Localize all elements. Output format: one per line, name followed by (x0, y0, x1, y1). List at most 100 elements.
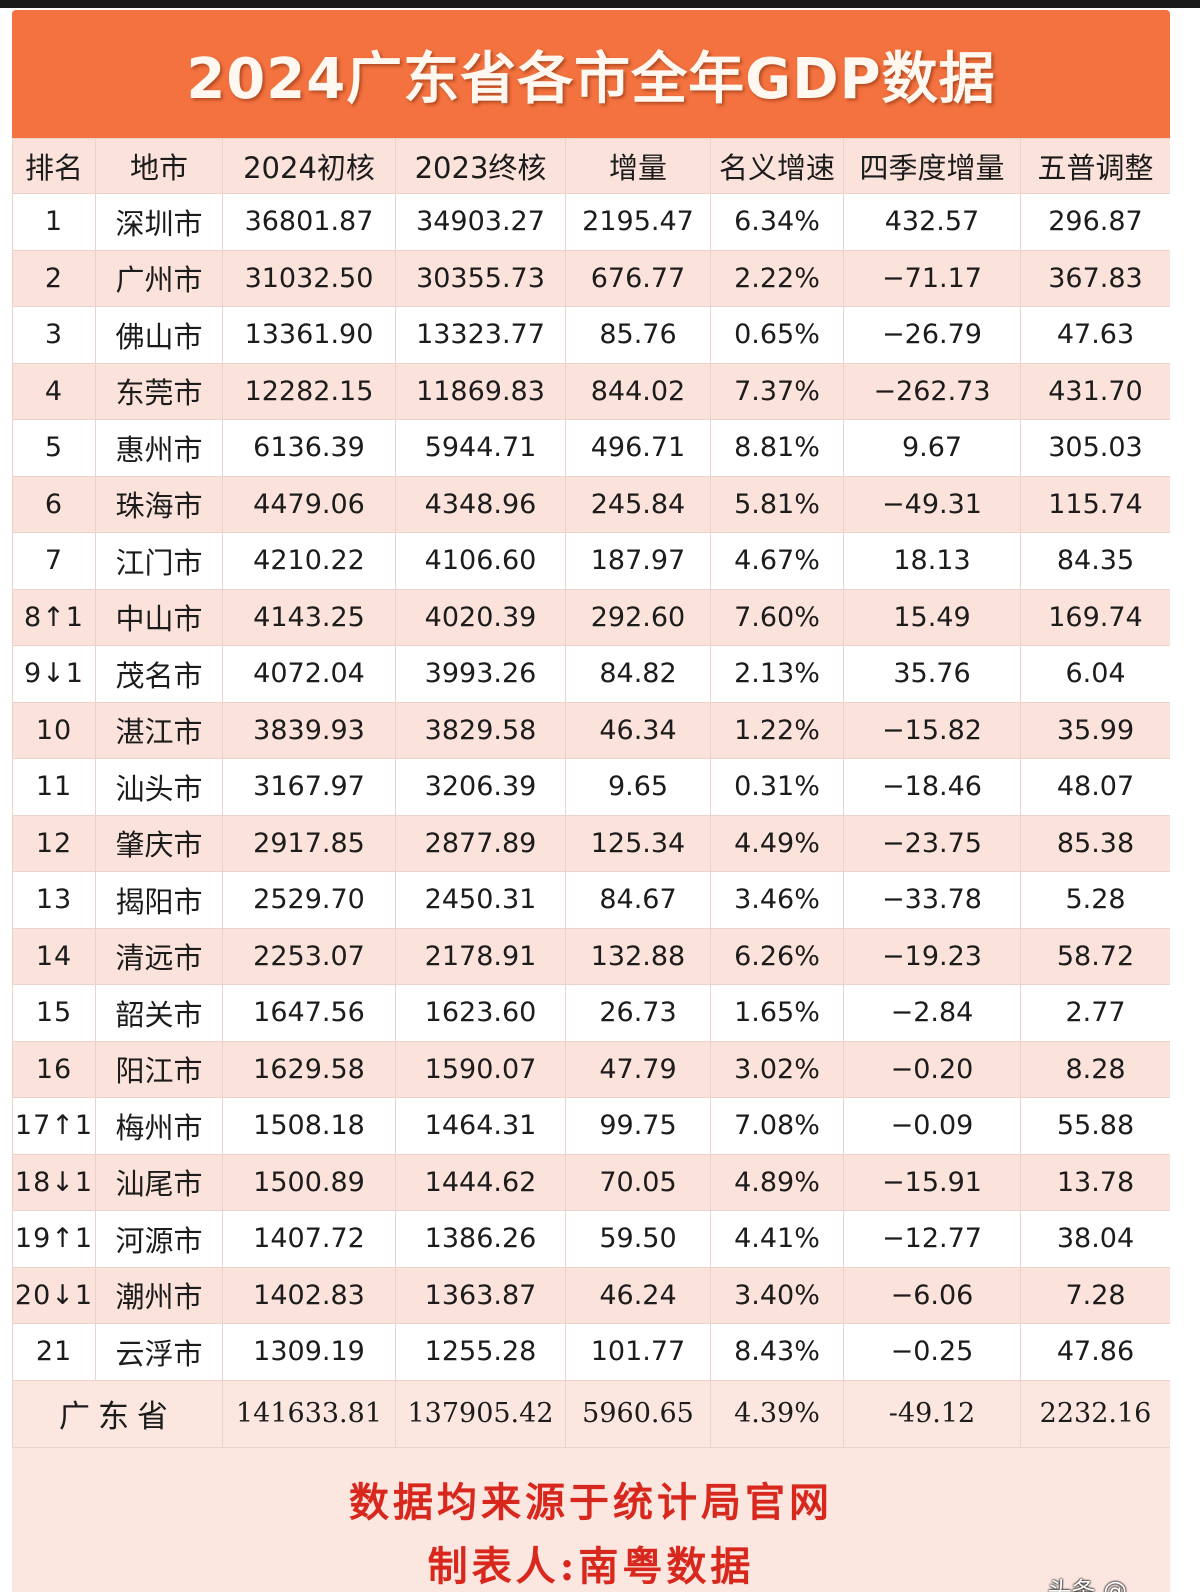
table-body: 1 深圳市 36801.87 34903.27 2195.47 6.34% 432.57 29… (12, 193, 1170, 1448)
q4-increase-cell: −0.25 (843, 1323, 1021, 1381)
city-cell: 韶关市 (95, 984, 223, 1042)
growth-cell: 3.02% (710, 1040, 844, 1098)
rank-cell: 1 (12, 193, 96, 251)
city-cell: 中山市 (95, 588, 223, 646)
gdp2023-cell: 1363.87 (395, 1266, 566, 1324)
growth-cell: 6.34% (710, 193, 844, 251)
rank-cell: 11 (12, 758, 96, 816)
column-header-census-adjust: 五普调整 (1020, 138, 1170, 194)
gdp2023-cell: 2877.89 (395, 814, 566, 872)
table-row: 13 揭阳市 2529.70 2450.31 84.67 3.46% −33.78 5.28 (12, 871, 1170, 929)
growth-cell: 2.22% (710, 249, 844, 307)
table-row: 15 韶关市 1647.56 1623.60 26.73 1.65% −2.84 2.77 (12, 984, 1170, 1042)
city-cell: 肇庆市 (95, 814, 223, 872)
q4-increase-cell: 35.76 (843, 645, 1021, 703)
rank-cell: 4 (12, 362, 96, 420)
q4-increase-cell: 18.13 (843, 532, 1021, 590)
column-header-city: 地市 (95, 138, 223, 194)
increase-cell: 85.76 (565, 306, 711, 364)
total-gdp2023: 137905.42 (395, 1379, 566, 1448)
increase-cell: 9.65 (565, 758, 711, 816)
table-row: 10 湛江市 3839.93 3829.58 46.34 1.22% −15.82 35.99 (12, 701, 1170, 759)
table-row: 7 江门市 4210.22 4106.60 187.97 4.67% 18.13 84.35 (12, 532, 1170, 590)
rank-cell: 8↑1 (12, 588, 96, 646)
growth-cell: 8.43% (710, 1323, 844, 1381)
rank-cell: 2 (12, 249, 96, 307)
gdp2023-cell: 1255.28 (395, 1323, 566, 1381)
gdp2024-cell: 1629.58 (222, 1040, 396, 1098)
q4-increase-cell: −15.82 (843, 701, 1021, 759)
table-row: 9↓1 茂名市 4072.04 3993.26 84.82 2.13% 35.76 6.04 (12, 645, 1170, 703)
gdp2023-cell: 1464.31 (395, 1097, 566, 1155)
gdp-table: 排名 地市 2024初核 2023终核 增量 名义增速 四季度增量 五普调整 1… (12, 138, 1170, 1448)
growth-cell: 7.60% (710, 588, 844, 646)
column-header-gdp2024: 2024初核 (222, 138, 396, 194)
census-adjust-cell: 38.04 (1020, 1210, 1170, 1268)
gdp2024-cell: 2917.85 (222, 814, 396, 872)
growth-cell: 6.26% (710, 927, 844, 985)
increase-cell: 187.97 (565, 532, 711, 590)
growth-cell: 4.67% (710, 532, 844, 590)
gdp2024-cell: 4072.04 (222, 645, 396, 703)
growth-cell: 8.81% (710, 419, 844, 477)
growth-cell: 5.81% (710, 475, 844, 533)
column-header-increase: 增量 (565, 138, 711, 194)
gdp2023-cell: 4020.39 (395, 588, 566, 646)
gdp-table-card: 2024广东省各市全年GDP数据 排名 地市 2024初核 2023终核 增量 … (12, 10, 1170, 1592)
q4-increase-cell: −19.23 (843, 927, 1021, 985)
gdp2023-cell: 3829.58 (395, 701, 566, 759)
census-adjust-cell: 35.99 (1020, 701, 1170, 759)
gdp2023-cell: 1623.60 (395, 984, 566, 1042)
total-growth: 4.39% (710, 1379, 844, 1448)
increase-cell: 84.67 (565, 871, 711, 929)
city-cell: 梅州市 (95, 1097, 223, 1155)
q4-increase-cell: −33.78 (843, 871, 1021, 929)
table-row: 16 阳江市 1629.58 1590.07 47.79 3.02% −0.20 8.28 (12, 1040, 1170, 1098)
gdp2024-cell: 31032.50 (222, 249, 396, 307)
gdp2024-cell: 4143.25 (222, 588, 396, 646)
top-dark-strip (0, 0, 1200, 8)
city-cell: 潮州市 (95, 1266, 223, 1324)
gdp2023-cell: 13323.77 (395, 306, 566, 364)
growth-cell: 7.37% (710, 362, 844, 420)
growth-cell: 1.22% (710, 701, 844, 759)
q4-increase-cell: −71.17 (843, 249, 1021, 307)
gdp2024-cell: 36801.87 (222, 193, 396, 251)
growth-cell: 2.13% (710, 645, 844, 703)
rank-cell: 5 (12, 419, 96, 477)
city-cell: 佛山市 (95, 306, 223, 364)
census-adjust-cell: 85.38 (1020, 814, 1170, 872)
q4-increase-cell: −49.31 (843, 475, 1021, 533)
census-adjust-cell: 7.28 (1020, 1266, 1170, 1324)
rank-cell: 9↓1 (12, 645, 96, 703)
increase-cell: 99.75 (565, 1097, 711, 1155)
growth-cell: 3.40% (710, 1266, 844, 1324)
rank-cell: 13 (12, 871, 96, 929)
city-cell: 河源市 (95, 1210, 223, 1268)
gdp2023-cell: 34903.27 (395, 193, 566, 251)
table-row: 3 佛山市 13361.90 13323.77 85.76 0.65% −26.79 47.6… (12, 306, 1170, 364)
table-row: 2 广州市 31032.50 30355.73 676.77 2.22% −71.17 367… (12, 249, 1170, 307)
increase-cell: 844.02 (565, 362, 711, 420)
gdp2023-cell: 11869.83 (395, 362, 566, 420)
increase-cell: 26.73 (565, 984, 711, 1042)
gdp2024-cell: 1508.18 (222, 1097, 396, 1155)
table-row: 14 清远市 2253.07 2178.91 132.88 6.26% −19.23 58.7… (12, 927, 1170, 985)
city-cell: 汕头市 (95, 758, 223, 816)
city-cell: 江门市 (95, 532, 223, 590)
census-adjust-cell: 431.70 (1020, 362, 1170, 420)
increase-cell: 496.71 (565, 419, 711, 477)
increase-cell: 46.34 (565, 701, 711, 759)
rank-cell: 10 (12, 701, 96, 759)
rank-cell: 18↓1 (12, 1153, 96, 1211)
census-adjust-cell: 115.74 (1020, 475, 1170, 533)
column-header-q4-increase: 四季度增量 (843, 138, 1021, 194)
census-adjust-cell: 58.72 (1020, 927, 1170, 985)
gdp2023-cell: 4106.60 (395, 532, 566, 590)
census-adjust-cell: 2.77 (1020, 984, 1170, 1042)
source-note: 数据均来源于统计局官网 (349, 1478, 833, 1526)
rank-cell: 7 (12, 532, 96, 590)
census-adjust-cell: 296.87 (1020, 193, 1170, 251)
title-banner: 2024广东省各市全年GDP数据 (12, 10, 1170, 138)
gdp2024-cell: 2529.70 (222, 871, 396, 929)
